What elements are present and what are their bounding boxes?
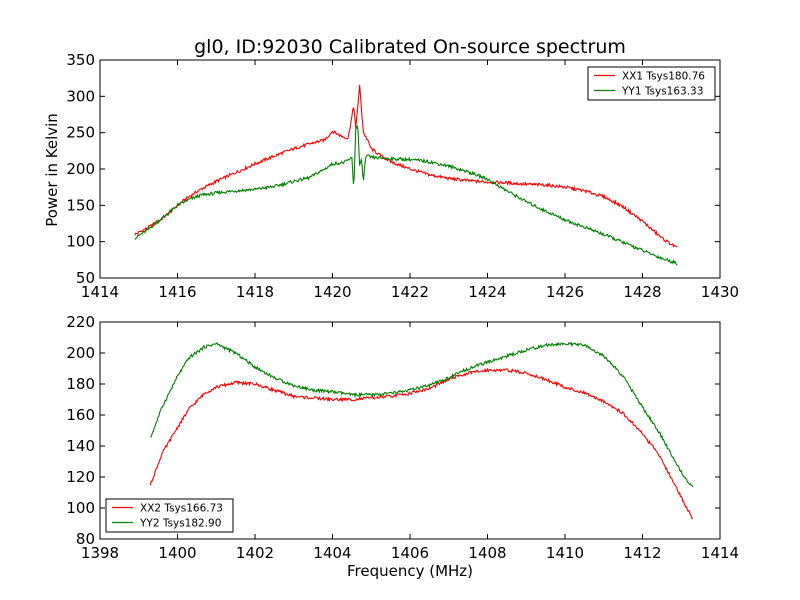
x-tick-label: 1410 — [546, 544, 584, 562]
legend-bottom: XX2 Tsys166.73 YY2 Tsys182.90 — [105, 498, 234, 533]
y-tick-label: 100 — [66, 233, 95, 251]
y-tick-label: 300 — [66, 87, 95, 105]
x-tick-label: 1420 — [313, 283, 351, 301]
y-tick-label: 220 — [66, 313, 95, 331]
series-line-top-2 — [134, 125, 678, 266]
x-axis-label: Frequency (MHz) — [347, 562, 473, 580]
y-tick-label: 140 — [66, 437, 95, 455]
x-tick-label: 1412 — [623, 544, 661, 562]
x-tick-label: 1408 — [468, 544, 506, 562]
x-tick-label: 1428 — [623, 283, 661, 301]
y-axis-label: Power in Kelvin — [43, 113, 61, 227]
legend-entry: YY2 Tsys182.90 — [139, 518, 221, 530]
y-tick-label: 100 — [66, 499, 95, 517]
y-tick-label: 200 — [66, 160, 95, 178]
y-tick-label: 150 — [66, 196, 95, 214]
x-tick-label: 1414 — [701, 544, 739, 562]
x-tick-label: 1422 — [391, 283, 429, 301]
series-line-bottom-2 — [150, 341, 694, 488]
legend-box — [587, 66, 716, 101]
y-tick-label: 80 — [76, 530, 95, 548]
x-tick-label: 1430 — [701, 283, 739, 301]
x-tick-label: 1416 — [158, 283, 196, 301]
series-line-top-1 — [134, 84, 678, 248]
x-tick-label: 1418 — [236, 283, 274, 301]
figure-title: gl0, ID:92030 Calibrated On-source spect… — [194, 36, 626, 58]
y-tick-label: 180 — [66, 375, 95, 393]
legend-box — [105, 498, 234, 533]
y-tick-label: 250 — [66, 124, 95, 142]
x-tick-label: 1426 — [546, 283, 584, 301]
x-tick-label: 1414 — [81, 283, 119, 301]
bottom-spectrum-panel: 1398 1400 1402 1404 1406 1408 1410 1412 1414 80 10… — [66, 313, 739, 562]
legend-entry: YY1 Tsys163.33 — [621, 86, 703, 98]
x-tick-label: 1424 — [468, 283, 506, 301]
y-tick-label: 160 — [66, 406, 95, 424]
legend-top: XX1 Tsys180.76 YY1 Tsys163.33 — [587, 66, 716, 101]
x-tick-label: 1402 — [236, 544, 274, 562]
series-line-bottom-1 — [149, 367, 694, 520]
legend-entry: XX1 Tsys180.76 — [622, 71, 705, 83]
legend-entry: XX2 Tsys166.73 — [140, 503, 223, 515]
y-tick-label: 120 — [66, 468, 95, 486]
x-tick-label: 1398 — [81, 544, 119, 562]
top-spectrum-panel: 1414 1416 1418 1420 1422 1424 1426 1428 1430 50 10… — [66, 51, 739, 301]
x-tick-label: 1406 — [391, 544, 429, 562]
y-tick-label: 350 — [66, 51, 95, 69]
x-tick-label: 1400 — [158, 544, 196, 562]
x-tick-label: 1404 — [313, 544, 351, 562]
y-tick-label: 50 — [76, 269, 95, 287]
y-tick-label: 200 — [66, 344, 95, 362]
